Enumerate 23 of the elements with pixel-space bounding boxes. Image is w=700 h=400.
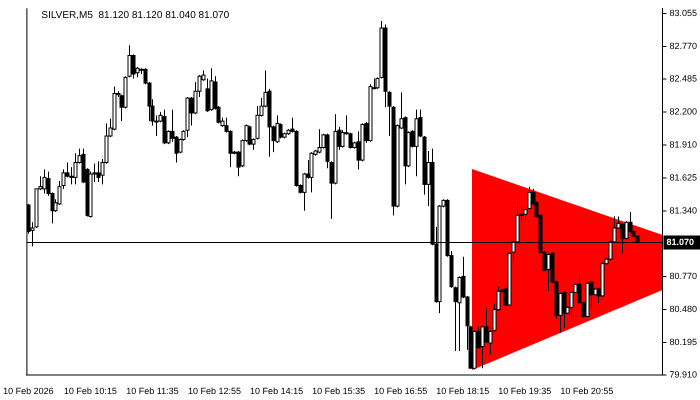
x-tick-label: 10 Feb 10:15 — [64, 386, 117, 396]
chart-title: SILVER,M5 81.120 81.120 81.040 81.070 — [41, 10, 230, 22]
x-tick-label: 10 Feb 14:15 — [250, 386, 304, 396]
y-tick-label: 82.770 — [669, 40, 698, 51]
y-tick-label: 82.200 — [669, 106, 698, 116]
y-tick-label: 82.485 — [669, 74, 698, 84]
x-tick-label: 10 Feb 15:35 — [312, 386, 366, 396]
y-tick-label: 79.910 — [669, 370, 698, 380]
y-tick-label: 83.055 — [669, 8, 698, 18]
x-tick-label: 10 Feb 16:55 — [374, 386, 428, 396]
y-tick-label: 80.770 — [669, 270, 698, 281]
x-tick-label: 10 Feb 11:35 — [126, 386, 179, 396]
ref-line-label: 81.070 — [666, 236, 694, 247]
y-tick-label: 81.910 — [669, 140, 698, 150]
x-tick-label: 10 Feb 2026 — [3, 386, 54, 396]
x-tick-label: 10 Feb 12:55 — [188, 386, 242, 396]
x-tick-label: 10 Feb 18:15 — [436, 386, 490, 396]
y-tick-label: 81.625 — [669, 172, 698, 182]
y-tick-label: 81.340 — [669, 205, 698, 216]
y-tick-label: 80.195 — [669, 336, 698, 347]
y-tick-label: 80.480 — [669, 304, 698, 314]
x-tick-label: 10 Feb 19:35 — [498, 386, 552, 396]
x-tick-label: 10 Feb 20:55 — [560, 386, 614, 396]
